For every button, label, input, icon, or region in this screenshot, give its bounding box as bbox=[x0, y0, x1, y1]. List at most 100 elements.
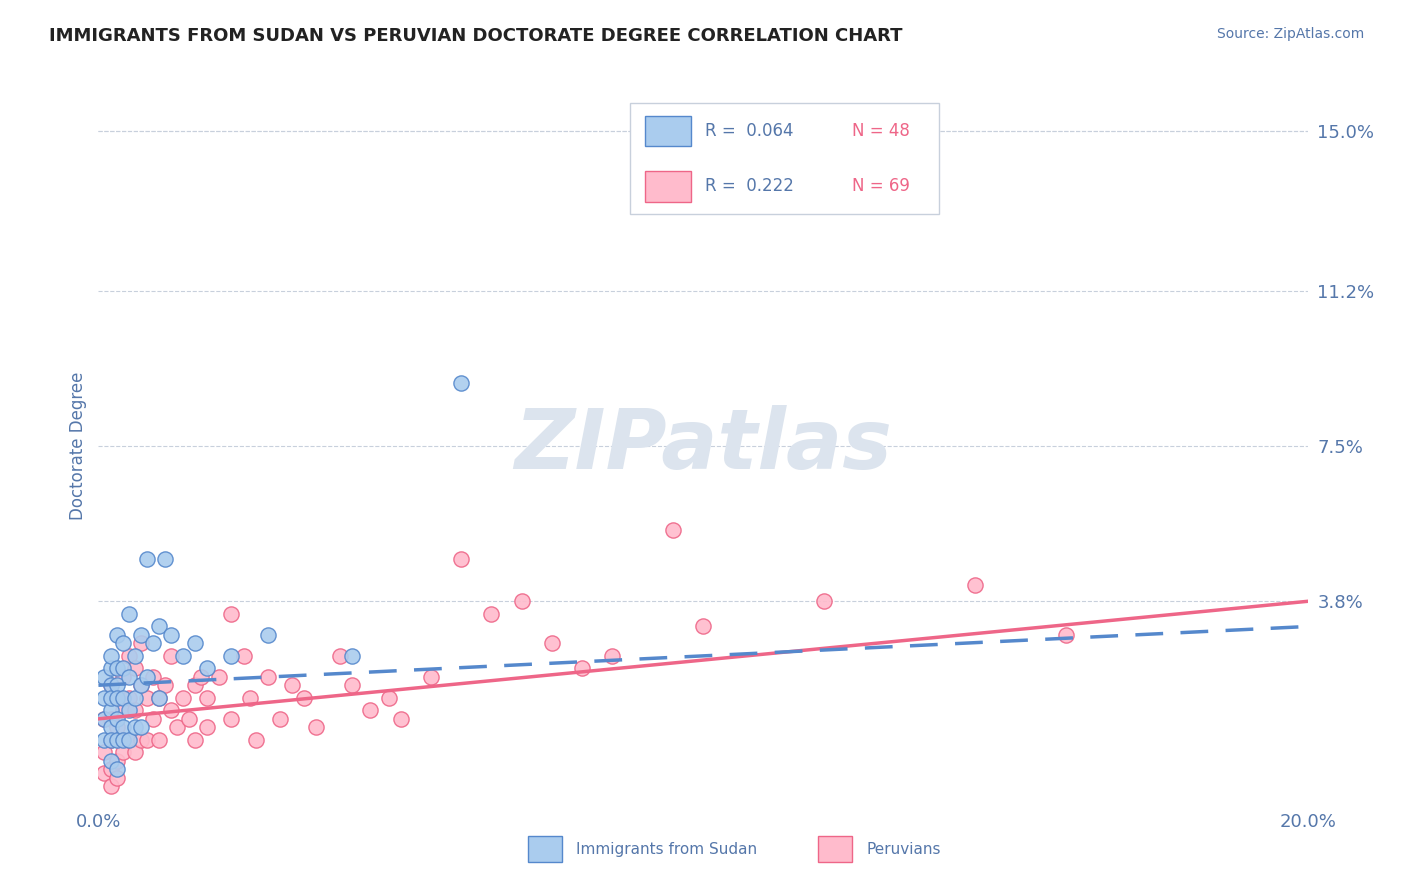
Point bbox=[389, 712, 412, 726]
Point bbox=[124, 720, 146, 734]
Point bbox=[153, 552, 176, 566]
Point bbox=[692, 619, 714, 633]
Point bbox=[135, 670, 157, 684]
Point bbox=[100, 661, 122, 675]
Point bbox=[221, 712, 243, 726]
Text: Source: ZipAtlas.com: Source: ZipAtlas.com bbox=[1216, 27, 1364, 41]
Point bbox=[105, 771, 128, 785]
Point bbox=[124, 690, 146, 705]
Point bbox=[481, 607, 503, 621]
Point bbox=[245, 732, 267, 747]
Point bbox=[965, 577, 987, 591]
Point bbox=[118, 690, 141, 705]
Point bbox=[153, 678, 176, 692]
Point bbox=[111, 703, 134, 717]
Point bbox=[256, 628, 278, 642]
Point bbox=[813, 594, 835, 608]
Point bbox=[450, 376, 472, 390]
Point bbox=[100, 712, 122, 726]
Point bbox=[148, 690, 170, 705]
Point bbox=[111, 636, 134, 650]
Point bbox=[124, 746, 146, 760]
Point bbox=[105, 628, 128, 642]
FancyBboxPatch shape bbox=[645, 171, 690, 202]
Point bbox=[100, 678, 122, 692]
Point bbox=[661, 523, 683, 537]
Point bbox=[100, 678, 122, 692]
Point bbox=[129, 628, 152, 642]
Point bbox=[100, 779, 122, 793]
Point bbox=[360, 703, 382, 717]
Point bbox=[281, 678, 304, 692]
Point bbox=[135, 732, 157, 747]
Point bbox=[329, 648, 352, 663]
Point bbox=[602, 648, 624, 663]
Point bbox=[124, 661, 146, 675]
Point bbox=[305, 720, 328, 734]
Point bbox=[100, 703, 122, 717]
Point bbox=[148, 690, 170, 705]
Point bbox=[195, 690, 218, 705]
Point bbox=[142, 712, 165, 726]
Point bbox=[184, 732, 207, 747]
Point bbox=[93, 746, 115, 760]
Point bbox=[93, 712, 115, 726]
Point bbox=[195, 661, 218, 675]
Text: IMMIGRANTS FROM SUDAN VS PERUVIAN DOCTORATE DEGREE CORRELATION CHART: IMMIGRANTS FROM SUDAN VS PERUVIAN DOCTOR… bbox=[49, 27, 903, 45]
Point bbox=[111, 746, 134, 760]
Point bbox=[111, 732, 134, 747]
Point bbox=[221, 648, 243, 663]
FancyBboxPatch shape bbox=[818, 837, 852, 862]
Point bbox=[179, 712, 201, 726]
FancyBboxPatch shape bbox=[645, 116, 690, 146]
Point bbox=[93, 670, 115, 684]
Point bbox=[129, 678, 152, 692]
Point bbox=[342, 648, 364, 663]
Point bbox=[420, 670, 443, 684]
Point bbox=[105, 762, 128, 776]
Point bbox=[129, 732, 152, 747]
Point bbox=[221, 607, 243, 621]
Point bbox=[232, 648, 254, 663]
Point bbox=[160, 648, 183, 663]
Point bbox=[208, 670, 231, 684]
Text: N = 48: N = 48 bbox=[852, 122, 910, 140]
Point bbox=[105, 754, 128, 768]
Point bbox=[142, 636, 165, 650]
Point bbox=[166, 720, 188, 734]
Point bbox=[540, 636, 562, 650]
Point bbox=[100, 690, 122, 705]
Point bbox=[118, 732, 141, 747]
Point bbox=[105, 678, 128, 692]
Text: Peruvians: Peruvians bbox=[866, 842, 941, 856]
Point bbox=[184, 636, 207, 650]
Point bbox=[142, 670, 165, 684]
Point bbox=[111, 720, 134, 734]
Point bbox=[111, 690, 134, 705]
Point bbox=[118, 648, 141, 663]
Point bbox=[93, 712, 115, 726]
Point bbox=[100, 762, 122, 776]
FancyBboxPatch shape bbox=[527, 837, 561, 862]
Point bbox=[342, 678, 364, 692]
Point bbox=[148, 732, 170, 747]
Point bbox=[124, 703, 146, 717]
Text: R =  0.064: R = 0.064 bbox=[706, 122, 794, 140]
Point bbox=[160, 628, 183, 642]
Point bbox=[184, 678, 207, 692]
Point bbox=[269, 712, 291, 726]
Point bbox=[105, 712, 128, 726]
Point bbox=[129, 720, 152, 734]
Point bbox=[571, 661, 593, 675]
Point bbox=[100, 754, 122, 768]
Point bbox=[118, 670, 141, 684]
FancyBboxPatch shape bbox=[630, 103, 939, 214]
Point bbox=[124, 648, 146, 663]
Point bbox=[292, 690, 315, 705]
Point bbox=[172, 648, 194, 663]
Point bbox=[105, 690, 128, 705]
Point bbox=[118, 607, 141, 621]
Point bbox=[105, 732, 128, 747]
Point bbox=[450, 552, 472, 566]
Point bbox=[111, 670, 134, 684]
